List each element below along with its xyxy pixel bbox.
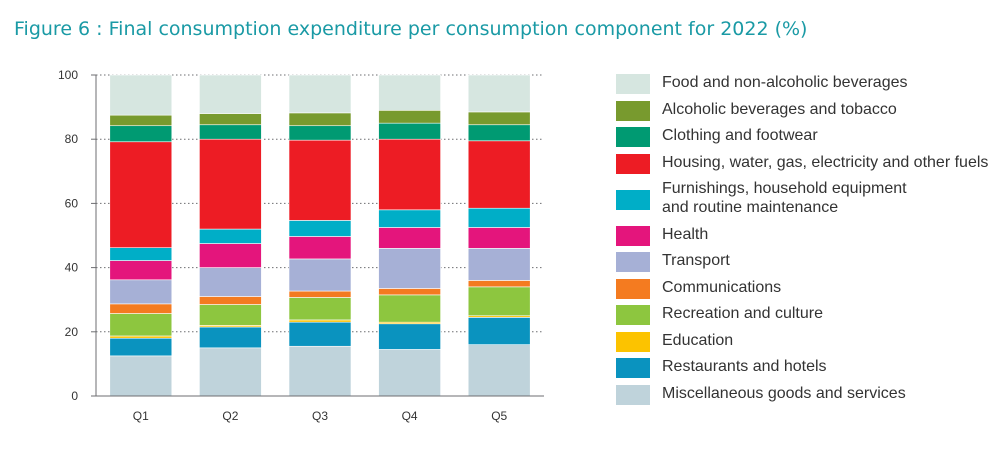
bar-segment: [378, 323, 441, 350]
y-tick-label: 60: [65, 196, 79, 210]
bar-segment: [109, 355, 173, 397]
y-tick-label: 20: [65, 325, 79, 339]
bar-segment: [288, 236, 352, 260]
bar-segment: [109, 114, 173, 127]
legend-label: Furnishings, household equipment and rou…: [662, 180, 907, 216]
bar-segment: [199, 296, 262, 305]
bar-segment: [467, 317, 531, 345]
bar-segment: [109, 337, 173, 357]
bar-segment: [109, 260, 173, 281]
bar-segment: [378, 122, 441, 140]
legend-label: Restaurants and hotels: [662, 358, 827, 375]
legend-swatch: [616, 331, 650, 352]
y-tick-label: 40: [65, 261, 79, 275]
bar-segment: [467, 124, 531, 142]
bar-segment: [467, 74, 531, 113]
y-tick-label: 0: [71, 389, 78, 403]
chart-title: Figure 6 : Final consumption expenditure…: [14, 18, 808, 40]
bar-segment: [378, 288, 441, 296]
y-tick-label: 100: [58, 68, 78, 82]
legend-swatch: [616, 189, 650, 210]
bar-segment: [199, 228, 262, 244]
bar-segment: [288, 258, 352, 292]
bar-segment: [109, 74, 173, 116]
bar-segment: [378, 294, 441, 323]
bar-segment: [378, 248, 441, 289]
legend-swatch: [616, 74, 650, 94]
legend-label: Food and non-alcoholic beverages: [662, 74, 908, 91]
bar-segment: [288, 297, 352, 321]
legend-swatch: [616, 127, 650, 147]
bar-segment: [109, 313, 173, 337]
bar-segment: [467, 140, 531, 209]
legend-label: Housing, water, gas, electricity and oth…: [662, 153, 989, 171]
bar-segment: [288, 321, 352, 347]
bar-segment: [467, 344, 531, 397]
bar-segment: [378, 209, 441, 228]
bar-segment: [288, 345, 352, 397]
bar-segment: [199, 347, 262, 397]
legend-label: Transport: [662, 252, 730, 269]
bar-segment: [288, 139, 352, 221]
bar-segment: [467, 227, 531, 249]
bar-segment: [378, 138, 441, 211]
x-tick-label: Q4: [402, 409, 418, 423]
bar-segment: [288, 112, 352, 127]
bar-segment: [109, 335, 173, 339]
bar-segment: [199, 326, 262, 349]
bars: [109, 74, 531, 397]
stacked-bar-chart: 0 20 40 60 80 100 Q1 Q2 Q3 Q4 Q5: [58, 68, 544, 423]
legend-swatch: [616, 305, 650, 325]
legend-label: Health: [662, 225, 709, 243]
bar-segment: [199, 113, 262, 126]
bar-segment: [467, 111, 531, 126]
bar-segment: [288, 290, 352, 298]
legend-swatch: [616, 153, 650, 174]
bar-segment: [467, 248, 531, 281]
x-tick-label: Q3: [312, 409, 328, 423]
bar-segment: [288, 220, 352, 237]
bar-segment: [109, 247, 173, 261]
bar-segment: [109, 125, 173, 143]
legend-label: Communications: [662, 278, 782, 296]
bar-segment: [288, 319, 352, 323]
bar-segment: [378, 349, 441, 397]
legend-swatch: [616, 278, 650, 299]
y-tick-label: 80: [65, 132, 79, 146]
bar-segment: [199, 124, 262, 140]
bar-segment: [378, 74, 441, 111]
bar-segment: [199, 243, 262, 268]
legend-label: Education: [662, 331, 734, 349]
bar-segment: [199, 267, 262, 297]
legend-swatch: [616, 225, 650, 246]
bar-segment: [467, 286, 531, 317]
bar-segment: [199, 304, 262, 326]
bar-segment: [199, 74, 262, 114]
bar-segment: [467, 207, 531, 228]
bar-segment: [288, 125, 352, 141]
bar-segment: [378, 227, 441, 249]
legend-swatch: [616, 252, 650, 272]
bar-segment: [288, 74, 352, 114]
x-tick-label: Q1: [133, 409, 149, 423]
legend-swatch: [616, 100, 650, 121]
x-tick-label: Q5: [491, 409, 507, 423]
x-tick-label: Q2: [222, 409, 238, 423]
bar-segment: [378, 110, 441, 124]
bar-segment: [109, 303, 173, 314]
legend-label: Miscellaneous goods and services: [662, 384, 906, 402]
legend-label: Clothing and footwear: [662, 127, 818, 144]
bar-segment: [467, 280, 531, 288]
bar-segment: [199, 138, 262, 230]
legend-label: Alcoholic beverages and tobacco: [662, 100, 897, 118]
legend-swatch: [616, 358, 650, 378]
legend-swatch: [616, 384, 650, 405]
legend: Food and non-alcoholic beverages Alcoholi…: [616, 74, 1000, 414]
bar-segment: [109, 141, 173, 248]
legend-label: Recreation and culture: [662, 305, 823, 322]
bar-segment: [109, 279, 173, 305]
axes: 0 20 40 60 80 100 Q1 Q2 Q3 Q4 Q5: [58, 68, 544, 423]
